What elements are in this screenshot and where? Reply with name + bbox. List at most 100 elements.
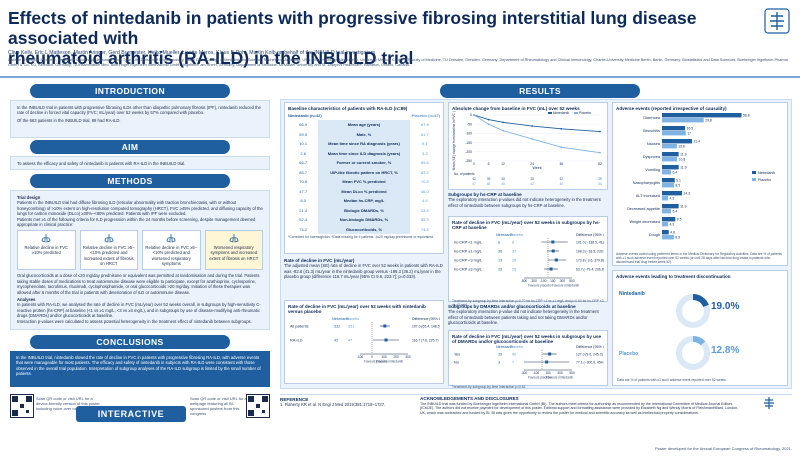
ae-value-label: 4.3 [670,197,675,201]
hscrp-heading: Subgroups by hs-CRP at baseline [448,192,522,197]
forest-tick-label: 100 [381,355,387,359]
ae-category-label: Diarrhoea [643,116,661,120]
ae-value-label: 6.4 [672,210,677,214]
baseline-pla-value: 55.3 [420,217,429,223]
ae-bar-nintedanib [662,191,683,196]
baseline-pla-value: 87.2 [420,169,429,175]
hscrp-text: The exploratory interaction p-values did… [448,197,601,208]
line-point-placebo [531,138,534,140]
ae-legend-placebo: Placebo [758,178,771,182]
forest-tick-label: 200 [393,355,399,359]
baseline-card: Baseline characteristics of patients wit… [284,102,444,254]
discont-pla-pct: 12.8% [711,345,740,356]
methods-p2: Patients met ≥1 of the following criteri… [17,216,256,228]
forest-col-diff: Difference (95% CI) [576,345,604,349]
baseline-nin-value: 70.8 [299,179,308,185]
baseline-nin-value: 85.7 [299,169,308,175]
forest-row-pla: 25 [512,267,516,271]
dmard-forest-card: Rate of decline in FVC (mL/year) over 52… [448,330,608,389]
ae-bar-nintedanib [662,165,679,170]
forest-row-pla: 37 [512,249,516,253]
methods-heading: METHODS [30,174,230,188]
line-y-tick: -50 [467,122,472,126]
forest-point [383,324,387,328]
ae-category-label: Vomiting [645,168,660,172]
at-risk-placebo: 42 [530,182,534,186]
ae-category-label: Bronchitis [643,129,660,133]
forest-row-label: hs-CRP ≥1 mg/L [454,249,482,253]
baseline-title: Baseline characteristics of patients wit… [288,106,408,111]
ae-value-label: 8.5 [675,236,680,240]
forest-row-nin: 332 [334,324,340,328]
authors: Clive Kelly, Eric L Matteson, Martin Ari… [8,50,376,56]
ae-value-label: 4.3 [670,223,675,227]
forest-point [554,258,558,262]
ae-value-label: 11.9 [680,153,686,157]
acknowledgements-block: ACKNOWLEDGEMENTS AND DISCLOSURES The INB… [420,396,740,437]
forest-point [549,267,553,271]
ae-bar-nintedanib [662,230,669,235]
references-block: REFERENCE 1. Flaherty KR et al. N Engl J… [280,397,510,425]
aim-panel: To assess the efficacy and safety of nin… [10,156,270,170]
ae-legend-swatch-nintedanib [752,171,756,174]
conclusions-panel: In the INBUILD trial, nintedanib slowed … [10,351,270,387]
intro-point-2: Of the 663 patients in the INBUILD trial… [17,117,121,123]
forest-favours-placebo: Favours placebo [364,360,388,364]
baseline-nin-value: 52.4 [299,217,308,223]
forest-all-title: Rate of decline in FVC (mL/year) over 52… [288,304,426,314]
forest-row-diff: 101.0 (−136.5, 412.5) [576,240,604,244]
line-y-label: Mean (SE) change from baseline in FVC (m… [452,111,456,170]
header-divider [0,76,800,78]
line-point-placebo [560,146,563,149]
discont-nin-pct: 19.0% [711,301,740,312]
ae-bar-placebo [662,222,669,227]
qr-code-icon [12,396,32,416]
ae-value-label: 56.8 [743,114,750,118]
line-point-nintedanib [599,130,601,133]
interactive-button[interactable]: INTERACTIVE [76,406,186,422]
criterion-card: Relative decline in FVC ≥10% predicted [17,230,76,271]
hscrp-forest-title: Rate of decline in FVC (mL/year) over 52… [452,220,601,230]
ae-bar-nintedanib [662,217,676,222]
criterion-card: Relative decline in FVC ≥5–<10% predicte… [79,230,138,271]
legend-label-nintedanib: Nintedanib [553,111,569,115]
baseline-pla-value: 74.5 [420,226,429,232]
ae-legend-nintedanib: Nintedanib [758,171,775,175]
baseline-nin-value: 47.7 [299,188,308,194]
line-point-nintedanib [531,125,534,127]
discont-nin-label: Nintedanib [619,291,645,297]
baseline-label: Mean time since ILD diagnosis (years) [318,148,410,158]
references-heading: REFERENCE [280,397,309,402]
forest-row-pla: 20 [512,258,516,262]
analyses-heading: Analyses [17,297,36,303]
interactive-left-note: Scan QR code or visit URL for a device-f… [36,396,100,411]
baseline-nin-value: 8.0 [300,198,306,204]
qr-code-left[interactable] [10,394,34,418]
forest-row-diff: 77.1 (−300.6, 454.8) [576,360,604,364]
discont-chart [676,294,710,370]
forest-row-diff: 116.7 (7.6, 225.7) [412,338,439,342]
line-chart-title: Absolute change from baseline in FVC (mL… [452,106,580,111]
ae-value-label: 11.9 [680,166,686,170]
baseline-pla-value: 61.7 [420,131,429,137]
baseline-pla-value: 70.5 [420,179,429,185]
ae-bar-placebo [662,170,671,175]
introduction-panel: In the INBUILD trial in patients with pr… [10,100,270,138]
baseline-row: 76.2 Glucocorticoids, % 74.5 [288,224,440,234]
line-point-nintedanib [487,118,490,121]
footer-event: Poster developed for the Annual European… [655,446,792,451]
criterion-4: Worsened respiratory symptoms and increa… [209,244,259,261]
forest-row-pla: 8 [512,240,514,244]
baseline-row: 66.7 Former or current smoker, % 59.6 [288,158,440,168]
progression-criteria: Relative decline in FVC ≥10% predicted R… [17,230,263,271]
line-point-placebo [473,114,475,116]
forest-col-pla: Placebo [510,233,523,237]
baseline-row: 52.4 Non-biologic DMARDs, % 55.3 [288,215,440,225]
line-y-tick: -200 [465,150,472,154]
qr-code-right[interactable] [246,394,270,418]
ae-legend-swatch-placebo [752,178,756,181]
baseline-row: 59.5 Male, % 61.7 [288,129,440,139]
forest-row-label: No [454,360,459,364]
forest-favours-nintedanib: Favours nintedanib [546,376,573,380]
